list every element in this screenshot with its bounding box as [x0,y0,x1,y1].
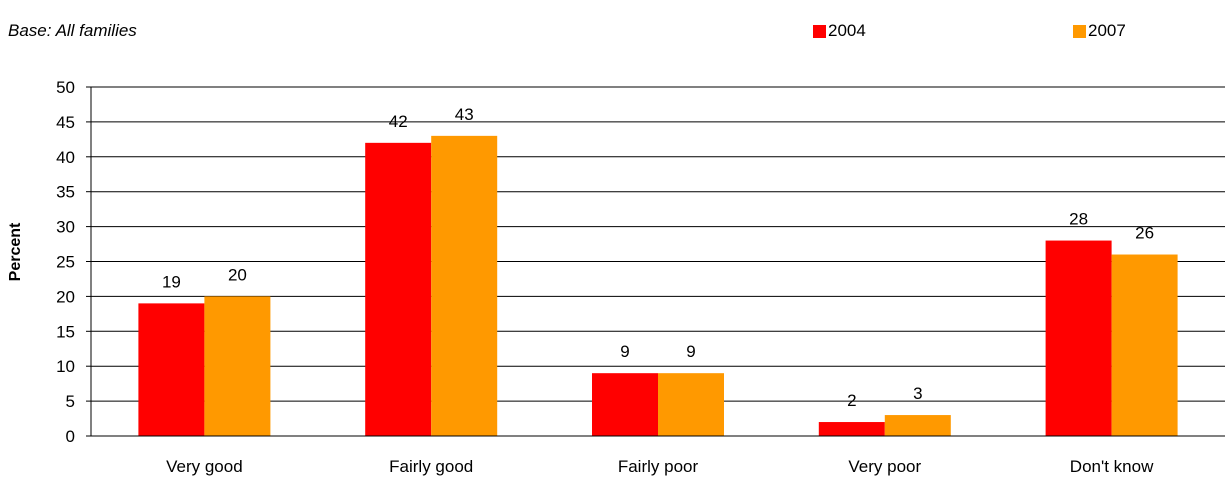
x-tick-label-4: Don't know [1070,457,1154,476]
data-label-2007-4: 26 [1135,224,1154,243]
bar-2007-0 [204,296,271,436]
bar-2004-3 [818,422,885,436]
legend-item-2004: 2004 [813,21,866,41]
data-label-2004-4: 28 [1069,210,1088,229]
data-label-2004-3: 2 [847,391,856,410]
bar-2007-4 [1111,254,1178,436]
y-tick-label-20: 20 [56,287,75,306]
data-label-2007-3: 3 [913,384,922,403]
bar-2004-1 [365,142,432,436]
y-tick-label-30: 30 [56,218,75,237]
base-note: Base: All families [8,21,137,40]
y-tick-label-25: 25 [56,253,75,272]
y-tick-label-45: 45 [56,113,75,132]
x-tick-label-2: Fairly poor [618,457,699,476]
bar-2004-0 [138,303,205,436]
data-label-2004-0: 19 [162,272,181,291]
legend-swatch-2004 [813,24,826,38]
y-tick-label-5: 5 [66,392,75,411]
legend-item-2007: 2007 [1073,21,1126,41]
legend-label-2007: 2007 [1088,21,1126,40]
bar-2007-2 [658,373,724,436]
y-tick-label-50: 50 [56,78,75,97]
y-tick-label-15: 15 [56,322,75,341]
bar-2007-3 [884,415,951,436]
legend-label-2004: 2004 [828,21,866,40]
y-tick-label-35: 35 [56,183,75,202]
bar-2004-2 [592,373,658,436]
data-label-2007-0: 20 [228,265,247,284]
data-label-2007-2: 9 [686,342,695,361]
x-tick-label-1: Fairly good [389,457,473,476]
data-label-2004-2: 9 [620,342,629,361]
y-tick-label-10: 10 [56,357,75,376]
y-tick-label-40: 40 [56,148,75,167]
x-tick-label-0: Very good [166,457,243,476]
x-tick-label-3: Very poor [848,457,921,476]
data-label-2004-1: 42 [389,112,408,131]
bar-2004-4 [1045,240,1112,436]
data-label-2007-1: 43 [455,105,474,124]
bar-2007-1 [431,135,498,437]
y-tick-label-0: 0 [66,427,75,446]
legend-swatch-2007 [1073,24,1086,38]
